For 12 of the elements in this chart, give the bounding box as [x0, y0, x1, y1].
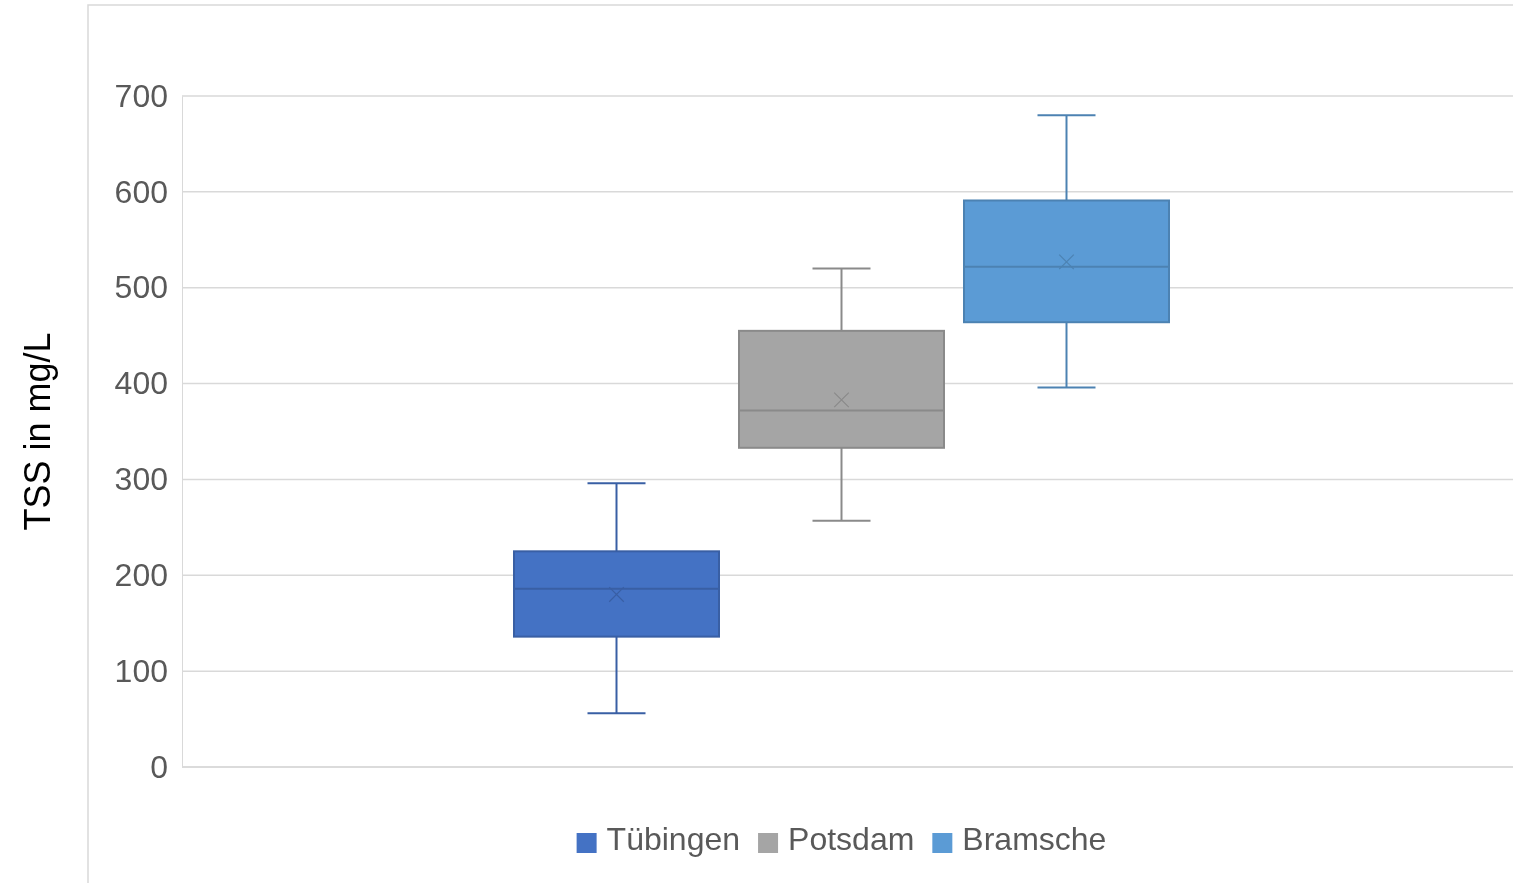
legend-label: Tübingen: [606, 821, 741, 857]
y-tick-label: 700: [114, 77, 168, 114]
legend-label: Potsdam: [788, 821, 915, 857]
y-tick-label: 100: [114, 652, 168, 689]
y-tick-label: 500: [114, 269, 168, 306]
y-tick-label: 0: [150, 748, 168, 785]
y-tick-label: 200: [114, 557, 168, 594]
y-tick-label: 600: [114, 173, 168, 210]
legend-label: Bramsche: [962, 821, 1107, 857]
y-axis-title: TSS in mg/L: [17, 332, 58, 531]
y-tick-label: 400: [114, 365, 168, 402]
y-tick-label: 300: [114, 461, 168, 498]
